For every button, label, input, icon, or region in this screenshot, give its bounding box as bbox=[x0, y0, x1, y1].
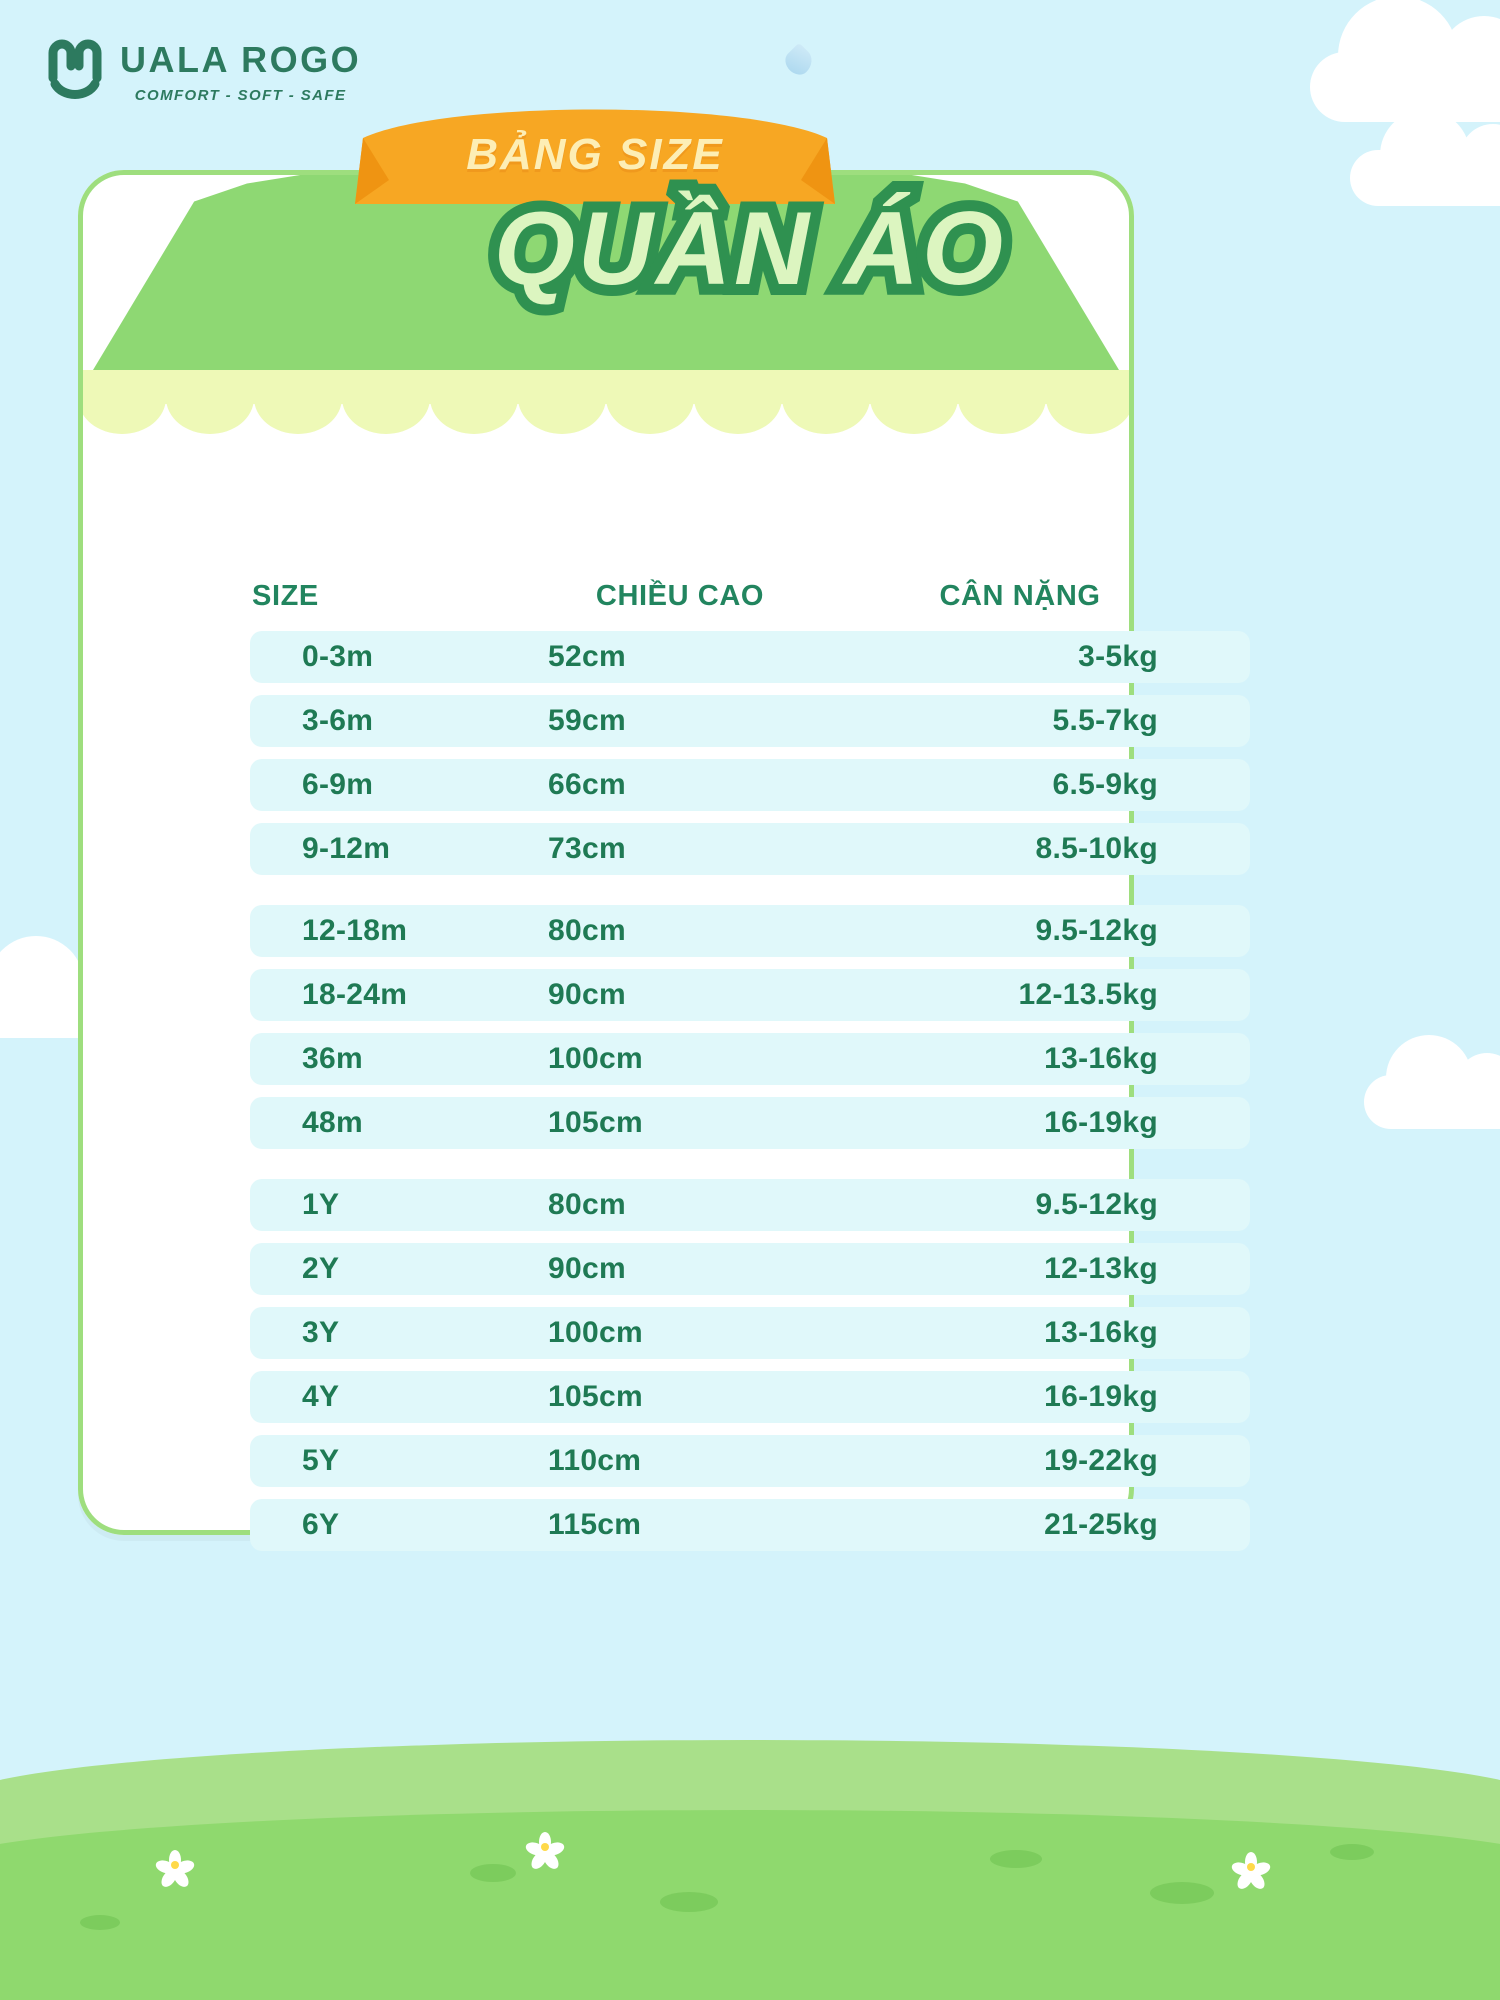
table-row[interactable]: 4Y 105cm 16-19kg bbox=[250, 1371, 1250, 1423]
cell-size: 2Y bbox=[302, 1252, 340, 1285]
pebble bbox=[1150, 1882, 1214, 1904]
cloud-top-right-2 bbox=[1350, 110, 1500, 206]
pebble bbox=[1330, 1844, 1374, 1860]
cell-weight: 3-5kg bbox=[1078, 640, 1158, 673]
cell-size: 3Y bbox=[302, 1316, 340, 1349]
column-header-weight: CÂN NẶNG bbox=[939, 580, 1101, 612]
column-header-height: CHIỀU CAO bbox=[595, 580, 765, 612]
cell-height: 52cm bbox=[548, 640, 626, 673]
pebble bbox=[80, 1915, 120, 1930]
roof-scallops bbox=[78, 398, 1134, 434]
pebble bbox=[660, 1892, 718, 1912]
cell-size: 6-9m bbox=[302, 768, 374, 801]
uala-rogo-smile-mark-icon bbox=[44, 34, 106, 110]
table-group: 0-3m 52cm 3-5kg 3-6m 59cm 5.5-7kg 6-9m 66cm 6.5-… bbox=[250, 631, 1250, 875]
cell-weight: 6.5-9kg bbox=[1052, 768, 1158, 801]
cell-size: 1Y bbox=[302, 1188, 340, 1221]
house-roof bbox=[78, 170, 1134, 395]
cell-weight: 16-19kg bbox=[1044, 1106, 1158, 1139]
cell-size: 36m bbox=[302, 1042, 363, 1075]
table-row[interactable]: 6-9m 66cm 6.5-9kg bbox=[250, 759, 1250, 811]
cell-height: 73cm bbox=[548, 832, 626, 865]
table-row[interactable]: 1Y 80cm 9.5-12kg bbox=[250, 1179, 1250, 1231]
table-row[interactable]: 2Y 90cm 12-13kg bbox=[250, 1243, 1250, 1295]
table-header-row: SIZE CHIỀU CAO CÂN NẶNG bbox=[250, 580, 1250, 631]
cell-weight: 13-16kg bbox=[1044, 1316, 1158, 1349]
cloud-mid-right bbox=[1364, 1035, 1500, 1129]
cell-height: 80cm bbox=[548, 914, 626, 947]
cell-height: 90cm bbox=[548, 1252, 626, 1285]
table-group: 12-18m 80cm 9.5-12kg 18-24m 90cm 12-13.5kg 36m… bbox=[250, 905, 1250, 1149]
cell-size: 3-6m bbox=[302, 704, 374, 737]
cell-height: 90cm bbox=[548, 978, 626, 1011]
daisy-left bbox=[154, 1850, 196, 1890]
daisy-center bbox=[524, 1832, 566, 1872]
cell-height: 59cm bbox=[548, 704, 626, 737]
table-row[interactable]: 3Y 100cm 13-16kg bbox=[250, 1307, 1250, 1359]
cell-size: 5Y bbox=[302, 1444, 340, 1477]
cell-height: 100cm bbox=[548, 1042, 643, 1075]
table-row[interactable]: 6Y 115cm 21-25kg bbox=[250, 1499, 1250, 1551]
cell-weight: 13-16kg bbox=[1044, 1042, 1158, 1075]
daisy-right bbox=[1230, 1852, 1272, 1892]
pebble bbox=[990, 1850, 1042, 1868]
table-row[interactable]: 9-12m 73cm 8.5-10kg bbox=[250, 823, 1250, 875]
brand-name: UALA ROGO bbox=[120, 39, 362, 80]
cell-size: 0-3m bbox=[302, 640, 374, 673]
table-row[interactable]: 0-3m 52cm 3-5kg bbox=[250, 631, 1250, 683]
cell-size: 18-24m bbox=[302, 978, 408, 1011]
pebble bbox=[470, 1864, 516, 1882]
cell-height: 105cm bbox=[548, 1106, 643, 1139]
cell-size: 4Y bbox=[302, 1380, 340, 1413]
cell-height: 100cm bbox=[548, 1316, 643, 1349]
cell-size: 6Y bbox=[302, 1508, 340, 1541]
cell-weight: 19-22kg bbox=[1044, 1444, 1158, 1477]
cell-weight: 21-25kg bbox=[1044, 1508, 1158, 1541]
cell-weight: 5.5-7kg bbox=[1052, 704, 1158, 737]
table-row[interactable]: 5Y 110cm 19-22kg bbox=[250, 1435, 1250, 1487]
cell-size: 12-18m bbox=[302, 914, 408, 947]
table-group: 1Y 80cm 9.5-12kg 2Y 90cm 12-13kg 3Y 100cm 13-16k… bbox=[250, 1179, 1250, 1551]
brand-tagline: COMFORT - SOFT - SAFE bbox=[134, 87, 347, 104]
cell-height: 80cm bbox=[548, 1188, 626, 1221]
cell-weight: 8.5-10kg bbox=[1035, 832, 1158, 865]
banner-label: BẢNG SIZE bbox=[466, 130, 724, 179]
cell-weight: 9.5-12kg bbox=[1035, 914, 1158, 947]
cell-height: 110cm bbox=[548, 1444, 642, 1477]
table-row[interactable]: 18-24m 90cm 12-13.5kg bbox=[250, 969, 1250, 1021]
table-row[interactable]: 48m 105cm 16-19kg bbox=[250, 1097, 1250, 1149]
cell-size: 9-12m bbox=[302, 832, 391, 865]
water-drop-icon bbox=[780, 42, 818, 80]
cloud-top-right bbox=[1310, 0, 1500, 122]
cell-height: 115cm bbox=[548, 1508, 642, 1541]
size-table: SIZE CHIỀU CAO CÂN NẶNG 0-3m 52cm 3-5kg 3-6… bbox=[250, 580, 1250, 1551]
table-row[interactable]: 3-6m 59cm 5.5-7kg bbox=[250, 695, 1250, 747]
column-header-size: SIZE bbox=[252, 580, 319, 612]
cell-height: 66cm bbox=[548, 768, 626, 801]
grass-foreground bbox=[0, 1810, 1500, 2000]
cell-size: 48m bbox=[302, 1106, 363, 1139]
cell-weight: 12-13kg bbox=[1044, 1252, 1158, 1285]
cell-weight: 12-13.5kg bbox=[1018, 978, 1158, 1011]
table-body: 0-3m 52cm 3-5kg 3-6m 59cm 5.5-7kg 6-9m 66cm 6.5-… bbox=[250, 631, 1250, 1551]
banner-ribbon: BẢNG SIZE bbox=[355, 108, 835, 204]
cell-weight: 9.5-12kg bbox=[1035, 1188, 1158, 1221]
page-title: QUẦN ÁO bbox=[483, 183, 1014, 314]
brand-logo: UALA ROGO COMFORT - SOFT - SAFE bbox=[44, 34, 361, 110]
cell-weight: 16-19kg bbox=[1044, 1380, 1158, 1413]
table-row[interactable]: 36m 100cm 13-16kg bbox=[250, 1033, 1250, 1085]
table-row[interactable]: 12-18m 80cm 9.5-12kg bbox=[250, 905, 1250, 957]
cell-height: 105cm bbox=[548, 1380, 643, 1413]
